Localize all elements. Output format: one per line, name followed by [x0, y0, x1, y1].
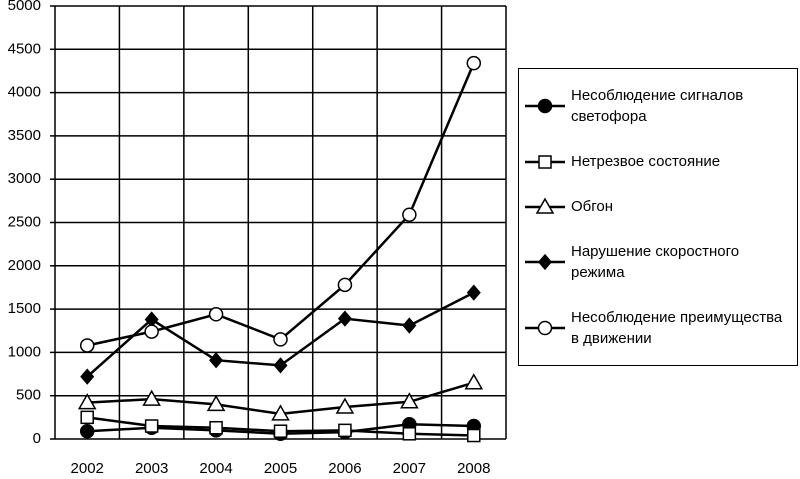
marker: [142, 389, 161, 406]
y-tick-label: 3500: [8, 127, 41, 144]
marker: [535, 196, 555, 214]
x-tick-label: 2006: [328, 460, 361, 477]
legend-label: Несоблюдение преимущества в движении: [571, 309, 783, 347]
legend-icon: [525, 154, 565, 169]
y-tick-label: 3000: [8, 170, 41, 187]
y-tick-label: 1500: [8, 300, 41, 317]
marker: [467, 428, 481, 443]
legend-icon: [525, 253, 565, 271]
marker: [466, 55, 482, 71]
x-tick-label: 2008: [457, 460, 490, 477]
marker: [537, 320, 553, 336]
legend-label: Несоблюдение сигналов светофора: [571, 87, 744, 125]
marker: [402, 317, 417, 334]
marker: [273, 357, 288, 374]
legend-label: Нетрезвое состояние: [571, 153, 721, 170]
legend-entry: Нарушение скоростного режима: [519, 241, 797, 283]
marker: [538, 253, 552, 271]
marker: [208, 307, 224, 322]
legend-icon: [525, 320, 565, 336]
marker: [273, 332, 288, 347]
marker: [538, 154, 552, 169]
legend: Несоблюдение сигналов светофора Нетрезвое…: [518, 68, 798, 366]
y-tick-label: 2500: [8, 213, 41, 230]
marker: [337, 310, 352, 327]
legend-entry: Нетрезвое состояние: [519, 151, 797, 172]
legend-icon: [525, 196, 565, 214]
legend-entry: Несоблюдение сигналов светофора: [519, 85, 797, 127]
marker: [206, 394, 226, 412]
marker: [209, 352, 224, 369]
marker: [80, 368, 95, 385]
x-tick-label: 2004: [199, 460, 232, 477]
marker: [209, 420, 223, 435]
y-tick-label: 0: [33, 430, 41, 447]
legend-entry: Обгон: [519, 196, 797, 217]
marker: [402, 207, 417, 222]
marker: [338, 423, 352, 438]
legend-entry: Несоблюдение преимущества в движении: [519, 307, 797, 349]
marker: [466, 284, 481, 301]
marker: [144, 419, 159, 433]
marker: [273, 424, 288, 438]
x-tick-label: 2007: [393, 460, 426, 477]
x-tick-label: 2005: [264, 460, 297, 477]
marker: [79, 423, 95, 439]
marker: [271, 404, 290, 421]
legend-icon: [525, 98, 565, 114]
marker: [335, 397, 355, 414]
x-tick-label: 2003: [135, 460, 168, 477]
marker: [402, 427, 417, 441]
series-line: [86, 62, 475, 347]
marker: [79, 338, 95, 353]
x-tick-label: 2002: [71, 460, 104, 477]
y-tick-label: 500: [16, 387, 41, 404]
marker: [144, 324, 159, 339]
y-tick-label: 2000: [8, 257, 41, 274]
marker: [80, 410, 94, 425]
marker: [537, 98, 553, 114]
marker: [400, 392, 419, 409]
y-tick-label: 5000: [8, 0, 41, 14]
plot-area: 0 500 1000 1500 2000 2500 3000 3500 4000 4500 5000…: [8, 0, 507, 477]
legend-label: Обгон: [571, 198, 614, 215]
y-tick-label: 4000: [8, 84, 41, 101]
y-tick-label: 4500: [8, 40, 41, 57]
marker: [77, 393, 97, 410]
marker: [464, 373, 484, 390]
marker: [337, 277, 353, 293]
legend-label: Нарушение скоростного режима: [571, 243, 740, 281]
y-tick-label: 1000: [8, 343, 41, 360]
